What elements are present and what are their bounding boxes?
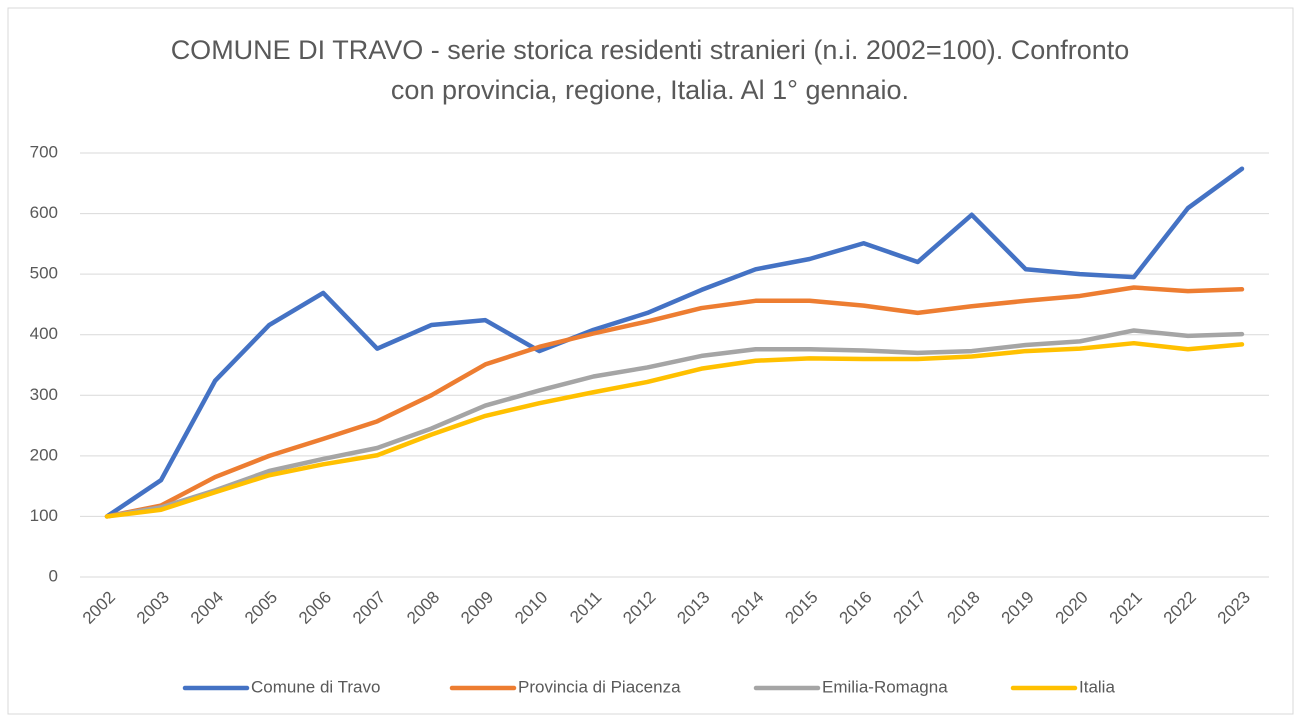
series-line [104,328,1245,519]
y-tick-label: 200 [30,445,58,464]
legend-label: Emilia-Romagna [822,677,948,696]
legend-label: Italia [1079,677,1115,696]
y-tick-label: 600 [30,203,58,222]
y-tick-label: 700 [30,142,58,161]
chart-title: COMUNE DI TRAVO - serie storica resident… [170,35,1130,105]
legend-label: Provincia di Piacenza [518,677,681,696]
y-tick-label: 0 [49,566,58,585]
y-tick-label: 300 [30,385,58,404]
series-line [104,285,1245,519]
y-tick-label: 500 [30,264,58,283]
series-line [104,166,1245,519]
chart-border [7,7,1294,715]
y-tick-label: 400 [30,324,58,343]
legend-label: Comune di Travo [251,677,380,696]
y-tick-label: 100 [30,506,58,525]
series-line [104,340,1245,519]
